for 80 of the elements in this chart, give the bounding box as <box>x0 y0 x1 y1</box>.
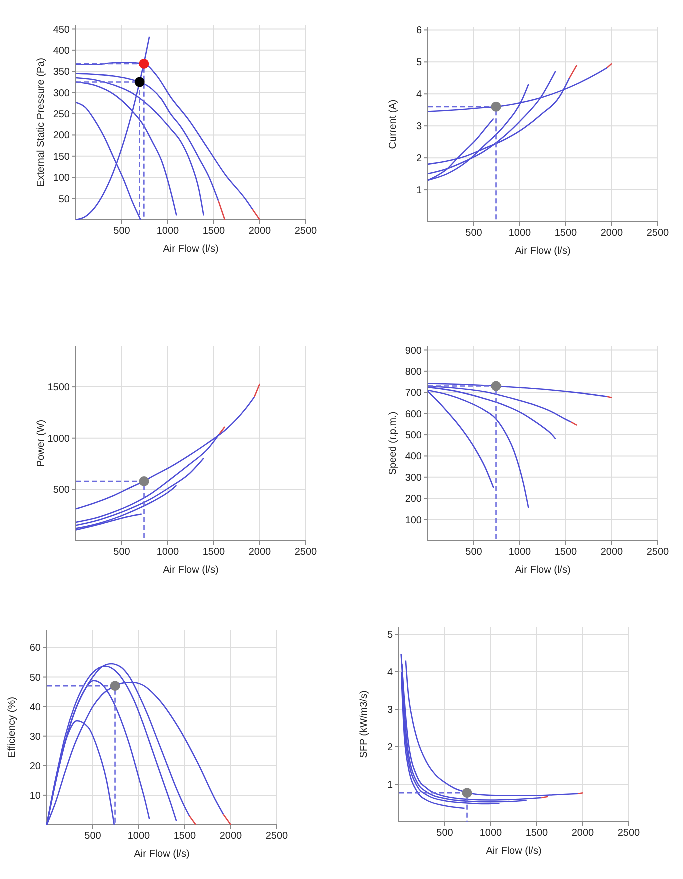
x-tick-label: 500 <box>114 547 131 558</box>
x-tick-label: 1000 <box>508 547 532 558</box>
y-tick-label: 600 <box>405 409 422 420</box>
y-tick-label: 250 <box>53 110 70 121</box>
y-axis-title: Efficiency (%) <box>7 697 18 758</box>
y-axis-title: Power (W) <box>36 420 47 468</box>
x-tick-label: 500 <box>466 228 483 239</box>
x-tick-label: 500 <box>436 828 454 839</box>
y-tick-label: 350 <box>53 67 70 78</box>
x-tick-label: 1500 <box>202 547 226 558</box>
x-axis-title: Air Flow (l/s) <box>163 244 219 255</box>
x-tick-label: 2500 <box>646 547 670 558</box>
x-tick-label: 1500 <box>554 228 578 239</box>
y-tick-label: 50 <box>30 672 42 684</box>
y-tick-label: 2 <box>387 742 394 754</box>
y-tick-label: 5 <box>416 58 422 69</box>
y-tick-label: 20 <box>30 761 42 772</box>
y-axis-title: SFP (kW/m3/s) <box>359 690 370 758</box>
x-tick-label: 2500 <box>294 547 318 558</box>
x-tick-label: 1000 <box>156 226 180 237</box>
y-tick-label: 100 <box>405 515 422 526</box>
x-tick-label: 1000 <box>508 228 532 239</box>
y-tick-label: 100 <box>53 173 70 184</box>
y-tick-label: 200 <box>405 494 422 506</box>
x-tick-label: 2000 <box>600 547 624 558</box>
x-tick-label: 1500 <box>526 828 549 839</box>
y-tick-label: 2 <box>416 154 422 165</box>
x-tick-label: 2000 <box>248 547 272 558</box>
y-tick-label: 60 <box>30 643 42 654</box>
y-tick-label: 200 <box>53 130 70 142</box>
x-tick-label: 1500 <box>174 831 197 842</box>
x-tick-label: 2500 <box>618 828 641 839</box>
x-tick-label: 500 <box>466 547 483 558</box>
x-axis-title: Air Flow (l/s) <box>515 246 571 257</box>
x-tick-label: 1500 <box>202 226 226 237</box>
x-tick-label: 2000 <box>572 828 595 839</box>
y-axis-title: Speed (r.p.m.) <box>388 412 399 476</box>
y-axis-title: External Static Pressure (Pa) <box>36 58 47 187</box>
x-tick-label: 500 <box>84 831 102 842</box>
y-tick-label: 150 <box>53 152 70 163</box>
y-tick-label: 4 <box>416 90 422 101</box>
y-tick-label: 3 <box>416 122 422 133</box>
y-tick-label: 300 <box>53 88 70 100</box>
y-tick-label: 900 <box>405 346 422 357</box>
y-tick-label: 1500 <box>48 382 70 394</box>
x-tick-label: 2000 <box>600 228 624 239</box>
y-tick-label: 30 <box>30 732 42 743</box>
y-tick-label: 1 <box>416 186 422 197</box>
y-axis-title: Current (A) <box>388 100 399 150</box>
y-tick-label: 40 <box>30 702 42 714</box>
x-tick-label: 1000 <box>480 828 503 839</box>
y-tick-label: 450 <box>53 24 70 36</box>
y-tick-label: 400 <box>405 452 422 463</box>
x-tick-label: 2500 <box>294 226 318 237</box>
x-tick-label: 2000 <box>220 831 243 842</box>
x-axis-title: Air Flow (l/s) <box>163 565 219 576</box>
y-tick-label: 500 <box>405 430 422 442</box>
x-tick-label: 2500 <box>266 831 289 842</box>
x-tick-label: 500 <box>114 226 131 237</box>
y-tick-label: 10 <box>30 790 42 802</box>
y-tick-label: 300 <box>405 472 422 484</box>
y-tick-label: 1000 <box>48 434 70 445</box>
x-tick-label: 1000 <box>156 547 180 558</box>
x-tick-label: 2500 <box>646 228 670 239</box>
y-tick-label: 4 <box>387 668 394 678</box>
y-tick-label: 700 <box>405 388 422 400</box>
x-tick-label: 1500 <box>554 547 578 558</box>
x-axis-title: Air Flow (l/s) <box>515 565 571 576</box>
x-axis-title: Air Flow (l/s) <box>134 849 190 860</box>
x-tick-label: 1000 <box>128 831 151 842</box>
y-tick-label: 6 <box>416 26 422 37</box>
y-tick-label: 3 <box>387 705 394 716</box>
x-axis-title: Air Flow (l/s) <box>486 846 542 857</box>
y-tick-label: 50 <box>58 194 70 206</box>
x-tick-label: 2000 <box>248 226 272 237</box>
y-tick-label: 800 <box>405 366 422 378</box>
y-tick-label: 500 <box>53 485 70 496</box>
y-tick-label: 400 <box>53 46 70 57</box>
y-tick-label: 1 <box>387 780 394 791</box>
y-tick-label: 5 <box>387 630 394 641</box>
